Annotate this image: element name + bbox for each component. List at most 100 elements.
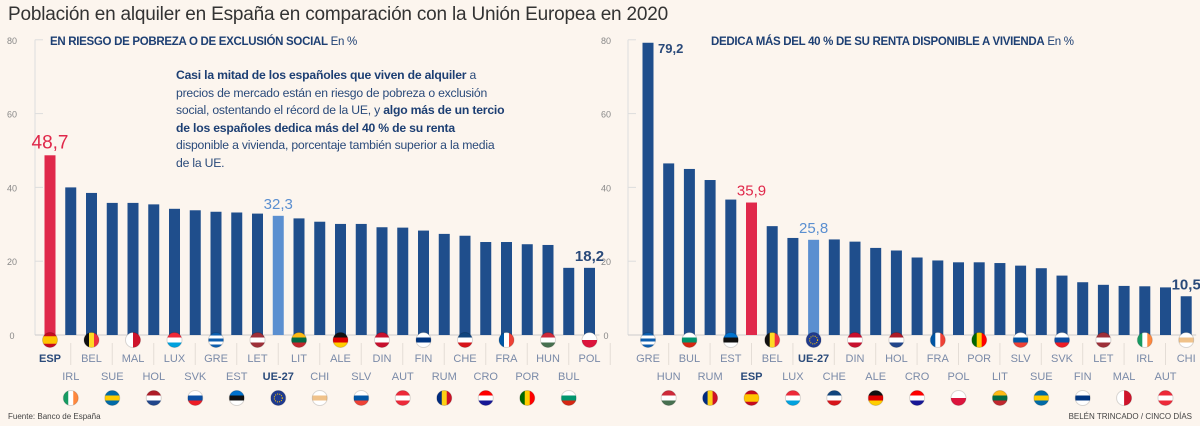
flag-border bbox=[1136, 332, 1153, 348]
bar-esp bbox=[746, 202, 757, 335]
flag-stripe bbox=[951, 398, 966, 406]
x-label-bul: BUL bbox=[558, 371, 579, 383]
flag-hun-icon bbox=[540, 332, 556, 348]
flag-slv-icon bbox=[353, 390, 370, 406]
flag-border bbox=[660, 390, 677, 406]
x-label-lit: LIT bbox=[992, 371, 1008, 383]
flag-sue-icon bbox=[1033, 390, 1050, 406]
flag-chi-icon bbox=[1178, 332, 1195, 348]
flag-stripe bbox=[519, 390, 526, 406]
bar-est bbox=[231, 212, 243, 335]
flag-stripe bbox=[1178, 337, 1194, 343]
bar-aut bbox=[1160, 287, 1171, 335]
flag-stripe bbox=[561, 400, 577, 406]
flag-gre-icon bbox=[208, 332, 224, 348]
x-label-slv: SLV bbox=[351, 371, 372, 383]
flag-fra-icon bbox=[498, 332, 515, 348]
flag-stripe bbox=[561, 390, 577, 396]
x-label-che: CHE bbox=[823, 371, 846, 383]
bar-hun bbox=[542, 244, 554, 335]
flag-border bbox=[457, 332, 473, 348]
flag-che-icon bbox=[826, 390, 843, 406]
x-label-che: CHE bbox=[453, 353, 476, 365]
flag-stripe bbox=[291, 342, 307, 348]
right-chart-subtitle: DEDICA MÁS DEL 40 % DE SU RENTA DISPONIB… bbox=[711, 36, 1074, 48]
flag-stripe bbox=[353, 390, 369, 396]
flag-stripe bbox=[806, 332, 822, 348]
bar-che bbox=[459, 235, 471, 335]
x-label-fin: FIN bbox=[415, 353, 433, 365]
flag-stripe bbox=[395, 390, 411, 396]
bar-bul bbox=[683, 168, 695, 335]
flag-border bbox=[374, 332, 390, 348]
y-tick-label: 80 bbox=[601, 36, 611, 46]
flag-ue-27-icon bbox=[805, 332, 822, 348]
flag-mal-icon bbox=[125, 332, 141, 348]
flag-let-icon bbox=[249, 332, 266, 348]
flag-border bbox=[991, 390, 1008, 406]
flag-stripe bbox=[981, 332, 987, 348]
y-tick-label: 60 bbox=[7, 110, 17, 120]
flag-border bbox=[187, 390, 204, 406]
flag-stripe bbox=[499, 332, 505, 348]
y-tick-label: 60 bbox=[601, 110, 611, 120]
flag-por-icon bbox=[519, 390, 536, 406]
flag-stripe bbox=[208, 332, 224, 336]
flag-stripe bbox=[187, 400, 203, 406]
flag-stripe bbox=[769, 332, 775, 348]
flag-stripe bbox=[868, 395, 884, 401]
bar-irl bbox=[65, 187, 77, 335]
flag-stripe bbox=[457, 332, 473, 338]
flag-stripe bbox=[909, 390, 925, 396]
flag-border bbox=[540, 332, 556, 348]
x-label-ue-27: UE-27 bbox=[263, 371, 294, 383]
flag-stripe bbox=[640, 335, 656, 339]
flag-stripe bbox=[640, 344, 656, 348]
flag-stripe bbox=[540, 337, 556, 343]
x-label-fra: FRA bbox=[496, 353, 519, 365]
bar-aut bbox=[397, 227, 409, 335]
x-label-aut: AUT bbox=[392, 371, 414, 383]
bar-hun bbox=[663, 163, 675, 335]
flag-lux-icon bbox=[784, 390, 801, 406]
x-label-ue-27: UE-27 bbox=[798, 353, 829, 365]
y-tick-label: 40 bbox=[601, 183, 611, 193]
flag-stripe bbox=[723, 337, 739, 343]
x-label-por: POR bbox=[515, 371, 539, 383]
flag-stripe bbox=[785, 390, 801, 396]
flag-stripe bbox=[478, 400, 494, 406]
bar-mal bbox=[127, 202, 139, 335]
flag-stripe bbox=[1033, 400, 1049, 406]
flag-hol-icon bbox=[888, 332, 905, 348]
flag-aut-icon bbox=[394, 390, 411, 406]
x-label-let: LET bbox=[1093, 353, 1113, 365]
data-label-esp: 35,9 bbox=[737, 183, 766, 200]
bar-rum bbox=[438, 233, 450, 335]
flag-stripe bbox=[1137, 332, 1143, 348]
bar-por bbox=[973, 262, 985, 335]
flag-stripe bbox=[1013, 342, 1029, 348]
flag-stripe bbox=[868, 390, 884, 396]
bar-fin bbox=[418, 230, 429, 335]
flag-border bbox=[560, 390, 577, 406]
flag-border bbox=[332, 332, 349, 348]
bar-svk bbox=[189, 210, 201, 335]
flag-stripe bbox=[416, 332, 431, 338]
flag-border bbox=[764, 332, 781, 348]
bar-chi bbox=[314, 221, 326, 335]
flag-border bbox=[1033, 390, 1050, 406]
flag-border bbox=[867, 390, 884, 406]
bar-sue bbox=[1035, 268, 1047, 335]
flag-stripe bbox=[478, 390, 494, 396]
flag-stripe bbox=[167, 332, 182, 338]
flag-stripe bbox=[744, 401, 759, 406]
flag-che-icon bbox=[457, 332, 473, 348]
flag-stripe bbox=[125, 332, 134, 348]
flag-stripe bbox=[104, 395, 120, 401]
flag-stripe bbox=[104, 390, 120, 396]
x-label-est: EST bbox=[226, 371, 248, 383]
flag-stripe bbox=[353, 400, 369, 406]
flag-irl-icon bbox=[62, 390, 79, 406]
bar-ale bbox=[870, 247, 882, 335]
flag-stripe bbox=[640, 332, 656, 336]
